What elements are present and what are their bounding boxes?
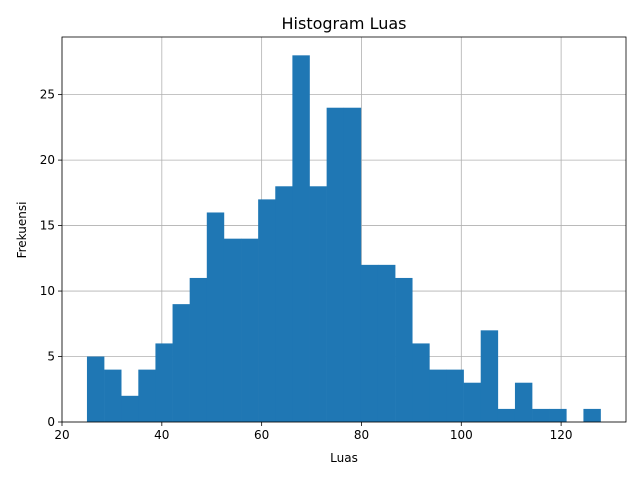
y-tick-label: 0 bbox=[47, 415, 55, 429]
histogram-bar bbox=[463, 382, 482, 422]
y-tick-label: 25 bbox=[40, 88, 55, 102]
histogram-bar bbox=[480, 330, 499, 422]
y-axis-label: Frekuensi bbox=[15, 202, 29, 259]
x-tick-label: 40 bbox=[154, 428, 169, 442]
x-tick-label: 80 bbox=[354, 428, 369, 442]
histogram-bar bbox=[223, 238, 242, 422]
chart-title: Histogram Luas bbox=[282, 14, 407, 33]
histogram-bar bbox=[241, 238, 259, 422]
x-axis-ticks: 20 40 60 80 100 120 bbox=[54, 422, 573, 442]
histogram-bar bbox=[326, 107, 345, 422]
histogram-bar bbox=[412, 343, 430, 422]
y-tick-label: 20 bbox=[40, 153, 55, 167]
histogram-bar bbox=[514, 382, 533, 422]
y-axis-ticks: 0 5 10 15 20 25 bbox=[40, 88, 62, 429]
x-tick-label: 60 bbox=[254, 428, 269, 442]
y-tick-label: 15 bbox=[40, 219, 55, 233]
histogram-bar bbox=[258, 199, 276, 422]
histogram-bar bbox=[155, 343, 173, 422]
histogram-bar bbox=[532, 408, 550, 422]
histogram-bar bbox=[429, 369, 447, 422]
x-tick-label: 100 bbox=[450, 428, 473, 442]
histogram-bar bbox=[292, 55, 310, 422]
histogram-bar bbox=[343, 107, 362, 422]
histogram-bar bbox=[104, 369, 122, 422]
histogram-bar bbox=[189, 277, 208, 422]
x-tick-label: 120 bbox=[550, 428, 573, 442]
y-tick-label: 10 bbox=[40, 284, 55, 298]
histogram-bar bbox=[360, 264, 379, 422]
x-axis-label: Luas bbox=[330, 451, 358, 465]
plot-frame bbox=[61, 36, 627, 423]
histogram-bar bbox=[583, 408, 601, 422]
histogram-bar bbox=[121, 395, 139, 422]
histogram-bar bbox=[309, 186, 327, 422]
histogram-bar bbox=[549, 408, 567, 422]
x-tick-label: 20 bbox=[54, 428, 69, 442]
histogram-bar bbox=[206, 212, 225, 422]
histogram-bar bbox=[275, 186, 293, 422]
histogram-bar bbox=[377, 264, 396, 422]
histogram-bar bbox=[86, 356, 105, 422]
histogram-bar bbox=[172, 304, 190, 422]
histogram-bars bbox=[86, 55, 601, 422]
histogram-bar bbox=[395, 277, 413, 422]
histogram-bar bbox=[138, 369, 156, 422]
histogram-bar bbox=[497, 408, 516, 422]
y-tick-label: 5 bbox=[47, 350, 55, 364]
histogram-bar bbox=[446, 369, 464, 422]
